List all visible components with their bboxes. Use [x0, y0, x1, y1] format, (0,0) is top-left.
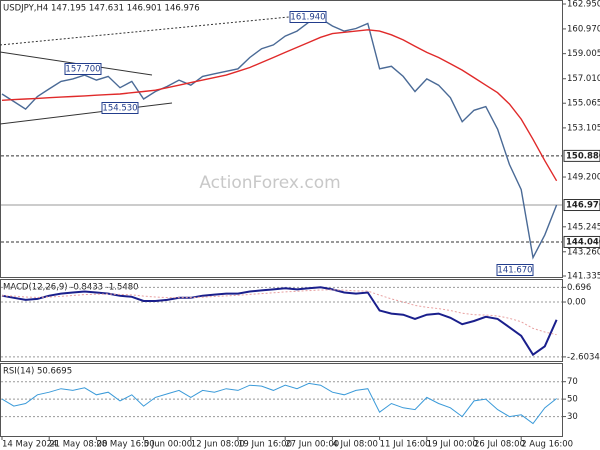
series-line — [1, 382, 557, 425]
y-tick-label: 157.010 — [567, 74, 600, 84]
x-tick-label: 19 Jun 16:00 — [238, 440, 292, 450]
y-tick-label: 153.105 — [567, 123, 600, 133]
series-line — [1, 17, 558, 260]
trend-line — [0, 13, 321, 46]
y-tick-label: 149.200 — [567, 173, 600, 183]
level-box — [563, 149, 600, 162]
x-tick-label: 27 Jun 00:00 — [285, 440, 339, 450]
annotation: 154.530 — [102, 104, 137, 114]
x-tick-label: 26 Jul 08:00 — [474, 440, 525, 450]
x-tick-label: 21 May 08:00 — [49, 440, 107, 450]
macd-panel — [0, 279, 563, 362]
level-label: 146.976 — [566, 201, 600, 211]
x-tick-label: 19 Jul 00:00 — [427, 440, 478, 450]
annotation-box — [496, 264, 534, 276]
series-line — [1, 29, 558, 182]
annotation: 157.700 — [65, 65, 100, 75]
annotation-box — [64, 63, 102, 75]
y-tick-label: 50 — [567, 395, 578, 405]
level-box — [563, 199, 600, 212]
level-label: 150.880 — [566, 151, 600, 161]
level-box — [563, 235, 600, 248]
rsi-title: RSI(14) 50.6695 — [3, 367, 72, 377]
annotation-box — [289, 11, 327, 23]
x-tick-label: 5 Jun 00:00 — [144, 440, 193, 450]
y-tick-label: 162.950 — [567, 0, 600, 10]
x-tick-label: 2 Aug 16:00 — [521, 440, 573, 450]
x-tick-label: 4 Jul 08:00 — [332, 440, 378, 450]
annotation: 161.940 — [290, 13, 325, 23]
y-tick-label: 70 — [567, 377, 578, 387]
x-tick-label: 14 May 2024 — [2, 440, 57, 450]
series-line — [1, 289, 557, 336]
watermark: ActionForex.com — [199, 173, 340, 193]
x-tick-label: 12 Jun 08:00 — [191, 440, 245, 450]
y-tick-label: 0.696 — [567, 283, 591, 293]
series-line — [1, 286, 558, 357]
y-tick-label: 159.005 — [567, 49, 600, 59]
price-panel — [0, 0, 563, 278]
x-tick-label: 11 Jul 16:00 — [380, 440, 431, 450]
annotation: 141.670 — [497, 266, 532, 276]
x-tick-label: 28 May 16:00 — [96, 440, 154, 450]
y-tick-label: 141.335 — [567, 272, 600, 282]
y-tick-label: 160.970 — [567, 24, 600, 34]
y-tick-label: 145.245 — [567, 222, 600, 232]
y-tick-label: 143.260 — [567, 247, 600, 257]
y-tick-label: 155.065 — [567, 99, 600, 109]
y-tick-label: 30 — [567, 412, 578, 422]
annotation-box — [101, 102, 139, 114]
y-tick-label: -2.6034 — [567, 352, 600, 362]
level-label: 144.040 — [566, 237, 600, 247]
chart-title: USDJPY,H4 147.195 147.631 146.901 146.97… — [3, 4, 200, 14]
rsi-panel — [0, 363, 563, 437]
trend-line — [0, 102, 173, 125]
y-tick-label: 0.00 — [567, 298, 586, 308]
